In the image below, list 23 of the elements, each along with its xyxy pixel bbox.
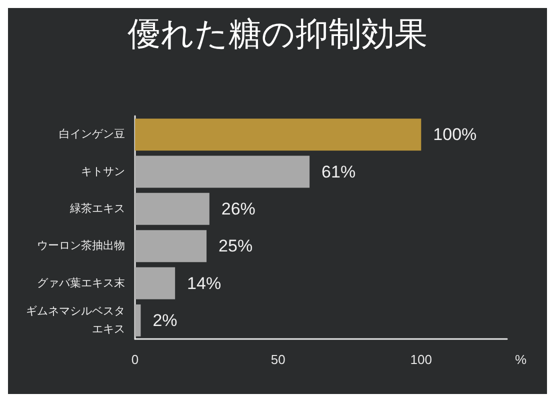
x-tick-label: 50 (270, 352, 286, 367)
data-label: 25% (218, 236, 253, 256)
x-tick-label: 0 (131, 352, 139, 367)
data-label: 100% (433, 125, 477, 144)
chart-title: 優れた糖の抑制効果 (128, 14, 428, 53)
y-tick-label: ウーロン茶抽出物 (37, 239, 125, 252)
bar (135, 267, 176, 300)
bar (135, 118, 422, 151)
data-label: 14% (187, 274, 222, 293)
y-tick-label: グァバ葉エキス末 (37, 276, 125, 290)
bar (135, 192, 210, 225)
x-tick-label: 100 (410, 352, 432, 367)
data-label: 61% (322, 162, 356, 182)
bar (135, 304, 141, 336)
bar (135, 230, 207, 262)
data-label: 2% (152, 310, 178, 330)
bar (135, 156, 310, 188)
y-tick-label: 緑茶エキス (69, 202, 125, 215)
x-axis-title: % (515, 352, 527, 367)
data-label: 26% (221, 199, 256, 218)
y-tick-label: 白インゲン豆 (59, 128, 125, 141)
y-tick-label: ギムネマシルベスタエキス (26, 305, 125, 336)
y-tick-label: キトサン (81, 166, 125, 178)
